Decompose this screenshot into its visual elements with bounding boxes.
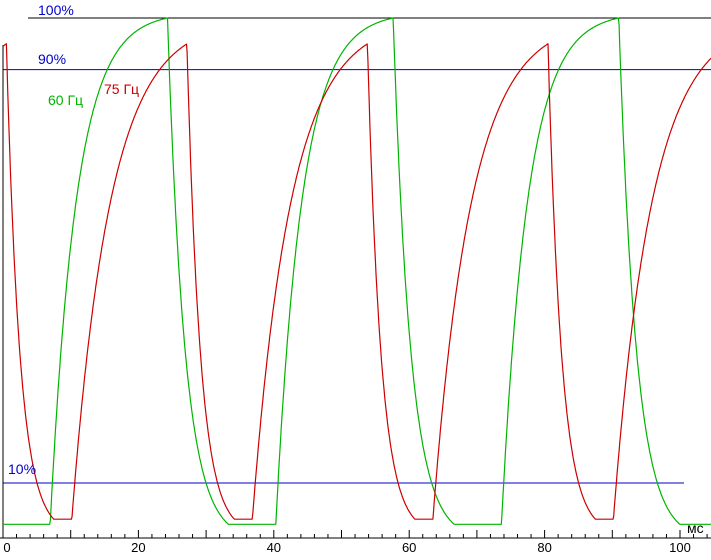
curve-60hz: [3, 17, 711, 525]
series-curves: [2, 17, 711, 525]
series-label-75hz: 75 Гц: [104, 81, 139, 97]
x-axis-tick-label: 0: [3, 540, 10, 555]
reference-lines: [3, 17, 711, 484]
axes: [0, 45, 711, 539]
curve-75hz: [2, 43, 711, 520]
x-axis-tick-label: 40: [267, 540, 281, 555]
x-axis-tick-labels: 0 20 40 60 80 100: [3, 540, 690, 555]
x-axis-unit-label: мс: [687, 520, 704, 536]
x-axis-tick-label: 60: [402, 540, 416, 555]
series-label-60hz: 60 Гц: [48, 92, 83, 108]
x-axis-tick-label: 20: [131, 540, 145, 555]
ref-label-100pct: 100%: [38, 2, 74, 18]
x-axis-tick-label: 80: [537, 540, 551, 555]
ref-label-90pct: 90%: [38, 51, 66, 67]
x-axis-tick-label: 100: [669, 540, 691, 555]
ref-label-10pct: 10%: [8, 461, 36, 477]
